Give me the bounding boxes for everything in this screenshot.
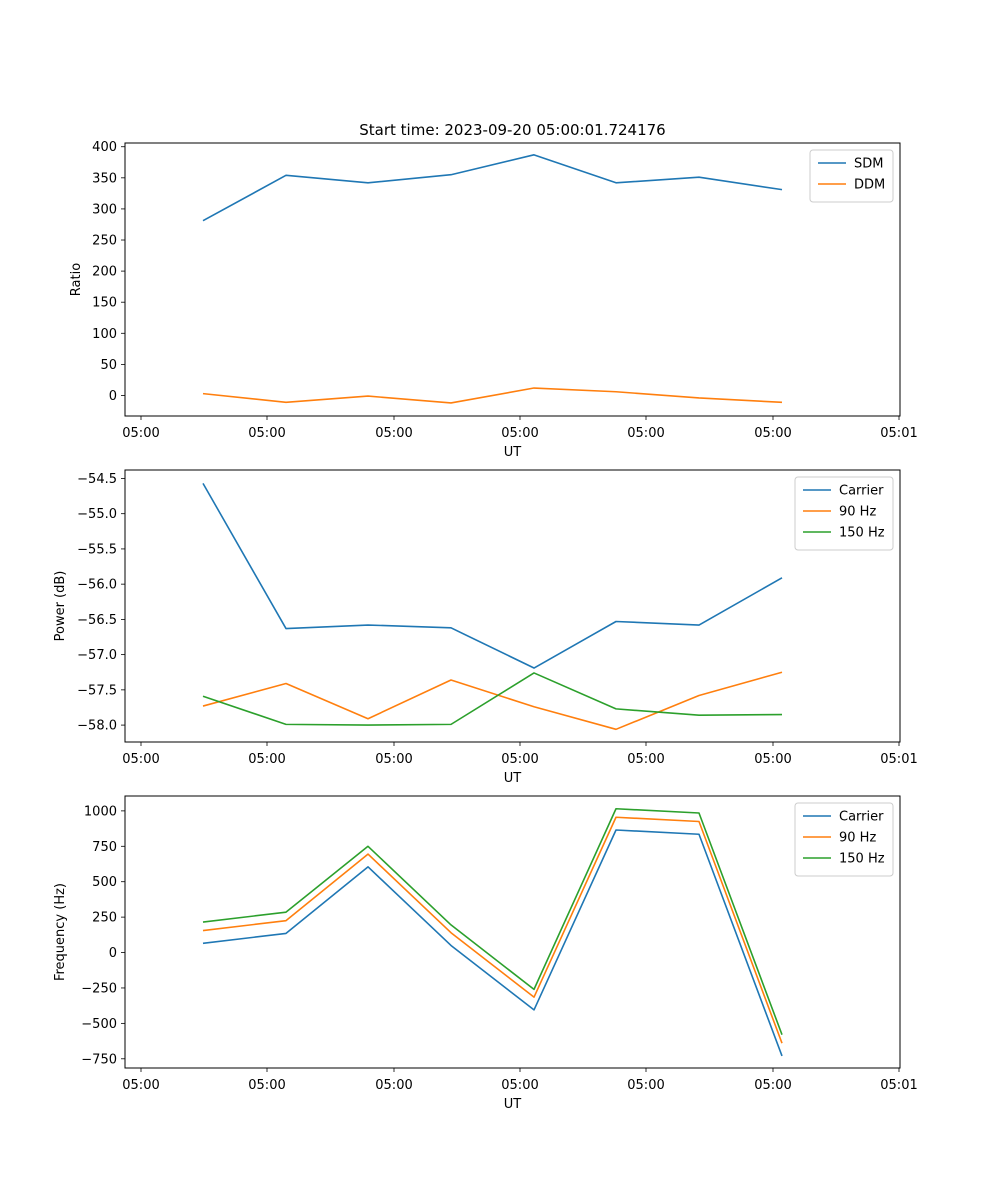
x-tick-label: 05:00 (754, 1078, 791, 1093)
x-tick-label: 05:00 (122, 752, 159, 767)
legend-label: DDM (854, 178, 885, 193)
x-tick-label: 05:00 (248, 1078, 285, 1093)
x-tick-label: 05:00 (248, 426, 285, 441)
legend-label: 90 Hz (839, 831, 876, 846)
y-tick-label: 350 (92, 171, 117, 186)
x-tick-label: 05:00 (627, 752, 664, 767)
x-tick-label: 05:00 (501, 426, 538, 441)
series-line-150-hz (202, 807, 783, 1035)
y-tick-label: −250 (81, 981, 117, 996)
y-tick-label: −55.0 (77, 507, 117, 522)
y-tick-label: 100 (92, 327, 117, 342)
series-line-90-hz (202, 671, 783, 731)
x-tick-label: 05:00 (627, 1078, 664, 1093)
y-axis-label: Power (dB) (53, 571, 68, 642)
x-tick-label: 05:00 (375, 426, 412, 441)
series-line-90-hz (202, 816, 783, 1044)
x-tick-label: 05:00 (375, 752, 412, 767)
legend-label: SDM (854, 157, 883, 172)
y-tick-label: −56.0 (77, 578, 117, 593)
y-axis-label: Frequency (Hz) (53, 883, 68, 981)
y-tick-label: −55.5 (77, 542, 117, 557)
y-tick-label: −750 (81, 1052, 117, 1067)
y-tick-label: 150 (92, 296, 117, 311)
legend: SDM DDM (809, 149, 894, 203)
y-tick-label: −54.5 (77, 472, 117, 487)
y-tick-label: 500 (92, 875, 117, 890)
x-axis-label: UT (504, 445, 522, 460)
x-tick-label: 05:00 (248, 752, 285, 767)
chart-panel-3: 05:00 05:00 05:00 05:00 05:00 05:00 05:01 −750 −… (53, 795, 918, 1112)
series-line-sdm (202, 154, 783, 222)
x-axis-label: UT (504, 771, 522, 786)
y-tick-label: 1000 (84, 804, 117, 819)
x-tick-label: 05:00 (122, 426, 159, 441)
series-line-carrier (202, 829, 783, 1057)
x-tick-label: 05:00 (754, 752, 791, 767)
y-tick-label: 400 (92, 140, 117, 155)
legend: Carrier 90 Hz 150 Hz (794, 802, 894, 877)
chart-panel-2: 05:00 05:00 05:00 05:00 05:00 05:00 05:01 −58.0… (53, 469, 918, 786)
y-tick-label: −500 (81, 1017, 117, 1032)
y-axis-label: Ratio (69, 263, 84, 296)
x-tick-label: 05:00 (501, 752, 538, 767)
y-tick-label: −58.0 (77, 719, 117, 734)
x-tick-label: 05:01 (880, 752, 917, 767)
legend: Carrier 90 Hz 150 Hz (794, 476, 894, 551)
y-tick-label: −57.0 (77, 648, 117, 663)
x-tick-label: 05:00 (501, 1078, 538, 1093)
chart-title: Start time: 2023-09-20 05:00:01.724176 (359, 121, 665, 139)
chart-panel-1: Start time: 2023-09-20 05:00:01.72417605… (69, 121, 918, 460)
y-tick-label: 300 (92, 202, 117, 217)
legend-label: 90 Hz (839, 505, 876, 520)
plot-frame (124, 142, 901, 417)
y-tick-label: 750 (92, 840, 117, 855)
y-tick-label: −57.5 (77, 683, 117, 698)
y-tick-label: 0 (109, 946, 117, 961)
y-tick-label: −56.5 (77, 613, 117, 628)
series-line-carrier (202, 482, 783, 669)
x-tick-label: 05:01 (880, 426, 917, 441)
plot-frame (124, 469, 901, 743)
x-tick-label: 05:00 (627, 426, 664, 441)
y-tick-label: 50 (100, 358, 117, 373)
x-tick-label: 05:00 (754, 426, 791, 441)
plot-frame (124, 795, 901, 1069)
legend-label: Carrier (839, 810, 884, 825)
legend-label: Carrier (839, 484, 884, 499)
series-line-ddm (202, 387, 783, 404)
y-tick-label: 250 (92, 911, 117, 926)
y-tick-label: 0 (109, 389, 117, 404)
legend-label: 150 Hz (839, 526, 885, 541)
x-axis-label: UT (504, 1097, 522, 1112)
x-tick-label: 05:00 (122, 1078, 159, 1093)
y-tick-label: 200 (92, 265, 117, 280)
x-tick-label: 05:00 (375, 1078, 412, 1093)
y-tick-label: 250 (92, 234, 117, 249)
legend-label: 150 Hz (839, 852, 885, 867)
series-line-150-hz (202, 672, 783, 726)
x-tick-label: 05:01 (880, 1078, 917, 1093)
